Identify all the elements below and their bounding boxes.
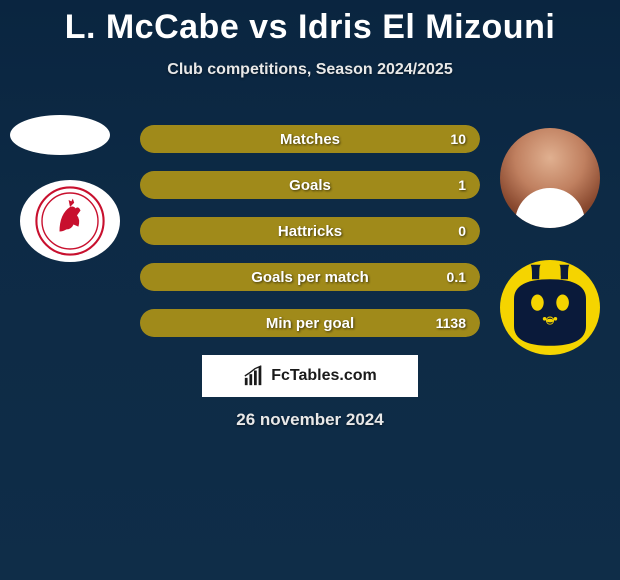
page-title: L. McCabe vs Idris El Mizouni — [0, 0, 620, 47]
stat-value-right: 10 — [450, 125, 466, 153]
source-logo: FcTables.com — [202, 355, 418, 397]
stat-row: Goals per match0.1 — [140, 263, 480, 291]
stat-label: Matches — [140, 125, 480, 153]
middlesbrough-crest-icon — [35, 186, 105, 256]
stat-label: Min per goal — [140, 309, 480, 337]
club-left-crest — [20, 180, 120, 262]
stat-row: Hattricks0 — [140, 217, 480, 245]
stat-row: Goals1 — [140, 171, 480, 199]
fctables-icon — [243, 365, 265, 387]
stat-value-right: 0.1 — [447, 263, 466, 291]
stat-value-right: 1 — [458, 171, 466, 199]
stat-label: Goals per match — [140, 263, 480, 291]
source-logo-text: FcTables.com — [271, 367, 377, 385]
player-left-photo — [10, 115, 110, 155]
stat-value-right: 1138 — [436, 309, 466, 337]
comparison-card: L. McCabe vs Idris El Mizouni Club compe… — [0, 0, 620, 580]
player-right-photo — [500, 128, 600, 228]
stat-value-right: 0 — [458, 217, 466, 245]
stat-label: Goals — [140, 171, 480, 199]
stat-row: Min per goal1138 — [140, 309, 480, 337]
stat-label: Hattricks — [140, 217, 480, 245]
club-right-crest — [500, 260, 600, 355]
subtitle: Club competitions, Season 2024/2025 — [0, 61, 620, 79]
stats-bars: Matches10Goals1Hattricks0Goals per match… — [140, 125, 480, 355]
date-text: 26 november 2024 — [0, 410, 620, 430]
stat-row: Matches10 — [140, 125, 480, 153]
oxford-united-crest-icon — [505, 263, 595, 353]
